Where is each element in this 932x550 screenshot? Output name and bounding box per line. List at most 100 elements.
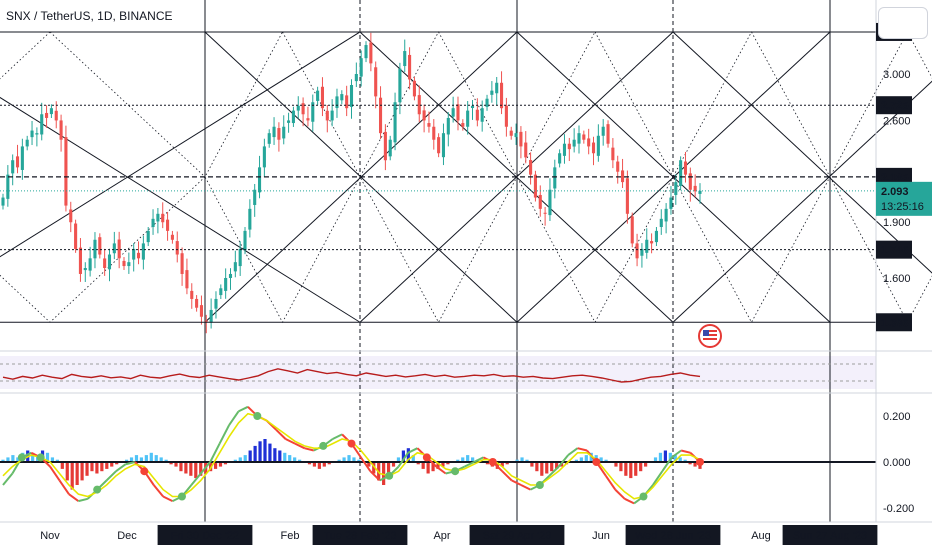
candle-body bbox=[243, 230, 247, 251]
price-level-label-bg bbox=[876, 96, 912, 115]
fast-line-segment bbox=[105, 470, 117, 482]
candle-body bbox=[611, 147, 615, 161]
fast-line-segment bbox=[501, 470, 513, 482]
candle-body bbox=[625, 178, 629, 214]
candle-body bbox=[112, 243, 116, 254]
candle-body bbox=[166, 219, 170, 231]
candle-body bbox=[645, 239, 649, 253]
cross-dot bbox=[140, 467, 149, 476]
candle-body bbox=[509, 130, 513, 136]
histogram-bar bbox=[322, 462, 326, 467]
candle-body bbox=[272, 126, 276, 138]
candle-body bbox=[209, 309, 213, 323]
fast-line-segment bbox=[209, 443, 221, 463]
histogram-bar bbox=[248, 450, 252, 462]
corner-button[interactable] bbox=[878, 7, 928, 39]
candle-body bbox=[601, 126, 605, 136]
histogram-bar bbox=[589, 452, 593, 462]
candle-body bbox=[320, 86, 325, 109]
candle-body bbox=[40, 114, 44, 135]
time-highlight-label: Tue 28 Feb '23 bbox=[323, 530, 396, 542]
time-highlight-bg bbox=[625, 525, 721, 545]
candle-body bbox=[480, 108, 484, 122]
candle-body bbox=[257, 167, 262, 193]
cross-dot bbox=[422, 453, 431, 462]
histogram-bar bbox=[85, 462, 89, 476]
candle-body bbox=[427, 123, 431, 127]
time-axis[interactable]: Nov Dec Feb Apr Jun Aug Fri 30 Dec '22 Tue 28 F… bbox=[40, 525, 878, 545]
candle-body bbox=[219, 288, 223, 296]
histogram-bar bbox=[50, 457, 55, 462]
time-highlight-label: Sat 29 Apr '23 bbox=[483, 530, 552, 542]
candle-body bbox=[228, 273, 233, 278]
candle-body bbox=[248, 208, 252, 230]
histogram-bar bbox=[421, 462, 425, 469]
candle-body bbox=[262, 146, 266, 168]
histogram-bar bbox=[515, 459, 519, 462]
price-tick-label: 2.600 bbox=[883, 115, 911, 127]
histogram-bar bbox=[639, 462, 643, 472]
fast-line-segment bbox=[397, 452, 409, 468]
candle-body bbox=[59, 120, 63, 140]
candle-body bbox=[519, 131, 523, 147]
histogram-bar bbox=[629, 462, 633, 479]
time-highlight-bg bbox=[157, 525, 253, 545]
candle-body bbox=[441, 133, 446, 158]
candle-body bbox=[485, 98, 489, 107]
candle-body bbox=[253, 189, 257, 205]
oscillator-axis[interactable]: 0.200 0.000 -0.200 bbox=[883, 411, 914, 515]
candle-body bbox=[180, 253, 184, 274]
oscillator-tick-label: -0.200 bbox=[883, 503, 914, 515]
histogram-bar bbox=[199, 462, 203, 476]
candle-body bbox=[621, 170, 625, 183]
candle-body bbox=[349, 85, 354, 107]
histogram-bar bbox=[164, 459, 168, 462]
candle-body bbox=[11, 160, 15, 174]
histogram-bar bbox=[1, 459, 5, 462]
histogram-bar bbox=[441, 462, 445, 467]
candle-body bbox=[54, 110, 58, 121]
fast-line-segment bbox=[58, 479, 70, 495]
fast-line-segment bbox=[652, 470, 664, 486]
candle-body bbox=[616, 161, 620, 172]
candle-body bbox=[587, 138, 591, 147]
price-level-label: 2.185 bbox=[881, 172, 909, 184]
histogram-bar bbox=[31, 452, 35, 462]
candle-body bbox=[650, 241, 654, 244]
candle-body bbox=[466, 110, 470, 127]
histogram-bar bbox=[139, 457, 144, 462]
candle-body bbox=[640, 248, 644, 256]
candle-body bbox=[456, 104, 460, 121]
price-level-label: 1.746 bbox=[881, 245, 909, 257]
candle-body bbox=[224, 278, 228, 291]
candle-body bbox=[369, 42, 373, 64]
histogram-bar bbox=[337, 459, 341, 462]
plot-background bbox=[0, 0, 876, 522]
candle-body bbox=[132, 248, 136, 260]
candle-body bbox=[664, 208, 668, 222]
histogram-bar bbox=[223, 462, 228, 465]
current-price-label: 2.093 bbox=[881, 186, 909, 198]
histogram-bar bbox=[110, 462, 114, 467]
candle-body bbox=[49, 108, 53, 115]
candlestick-series bbox=[1, 32, 702, 334]
candle-body bbox=[98, 237, 102, 255]
rsi-band bbox=[0, 356, 876, 389]
candle-body bbox=[393, 102, 397, 143]
histogram-bar bbox=[436, 462, 440, 469]
candle-body bbox=[374, 67, 378, 97]
us-flag-icon[interactable] bbox=[698, 324, 722, 348]
histogram-bar bbox=[189, 462, 193, 476]
fast-line-segment bbox=[228, 410, 240, 426]
price-level-label-bg bbox=[876, 167, 912, 186]
candle-body bbox=[688, 173, 692, 190]
candle-body bbox=[417, 95, 421, 115]
candle-body bbox=[170, 234, 174, 240]
histogram-bar bbox=[683, 459, 687, 462]
current-price-label-bg bbox=[876, 181, 932, 216]
candle-body bbox=[567, 143, 571, 150]
histogram-bar bbox=[367, 462, 371, 467]
price-axis[interactable]: 3.0002.6001.9001.6003.4152.7252.1851.746… bbox=[876, 22, 932, 332]
candle-body bbox=[354, 74, 358, 82]
